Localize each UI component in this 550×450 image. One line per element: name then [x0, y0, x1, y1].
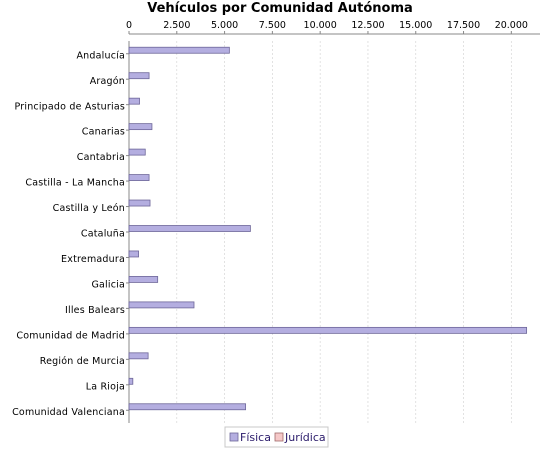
- category-label: Castilla y León: [53, 203, 125, 214]
- x-tick-label: 0: [126, 20, 132, 31]
- category-label: Principado de Asturias: [14, 101, 125, 112]
- x-tick-label: 7.500: [259, 20, 286, 31]
- bar-fisica: [128, 72, 150, 80]
- bar-fisica: [128, 352, 149, 360]
- x-tick-label: 10.000: [304, 20, 337, 31]
- x-tick-label: 5.000: [211, 20, 238, 31]
- legend-item-fisica-label: Física: [240, 431, 271, 444]
- x-tick-label: 2.500: [163, 20, 190, 31]
- category-label: Aragón: [90, 76, 125, 87]
- legend: Física Jurídica: [224, 426, 329, 448]
- bar-fisica: [128, 403, 247, 411]
- category-label: Canarias: [82, 127, 125, 138]
- bar-fisica: [128, 148, 146, 156]
- bar-fisica: [128, 377, 134, 385]
- bar-fisica: [128, 250, 139, 258]
- category-label: Andalucía: [76, 50, 125, 61]
- x-axis-ticks: 0 2.500 5.000 7.500 10.000 12.500 15.000 17.500…: [126, 20, 528, 34]
- category-label: Región de Murcia: [40, 356, 125, 367]
- bars: [128, 46, 528, 411]
- bar-fisica: [128, 123, 153, 131]
- x-tick-label: 15.000: [399, 20, 432, 31]
- category-label: Comunidad Valenciana: [12, 407, 125, 418]
- bar-fisica: [128, 225, 251, 232]
- category-label: Extremadura: [61, 254, 125, 265]
- category-labels: Andalucía Aragón Principado de Asturias Can…: [12, 50, 129, 418]
- bar-fisica: [128, 326, 528, 334]
- legend-item-juridica-label: Jurídica: [284, 431, 326, 444]
- x-tick-label: 17.500: [447, 20, 480, 31]
- bar-fisica: [128, 301, 195, 309]
- category-label: Galicia: [91, 280, 125, 291]
- category-label: Cantabria: [77, 152, 125, 163]
- category-label: Cataluña: [81, 229, 125, 240]
- legend-item-juridica-swatch: [274, 432, 284, 442]
- x-tick-label: 20.000: [495, 20, 528, 31]
- category-label: Comunidad de Madrid: [16, 330, 125, 341]
- bar-fisica: [128, 97, 140, 105]
- category-label: Illes Balears: [65, 305, 125, 316]
- bar-fisica: [128, 46, 230, 54]
- category-label: Castilla - La Mancha: [25, 178, 125, 189]
- x-tick-label: 12.500: [351, 20, 384, 31]
- bar-fisica: [128, 199, 151, 207]
- legend-item-fisica-swatch: [229, 432, 239, 442]
- bar-fisica: [128, 276, 159, 283]
- grid-lines: [176, 41, 512, 423]
- chart-title: Vehículos por Comunidad Autónoma: [147, 1, 413, 16]
- category-label: La Rioja: [86, 381, 125, 392]
- bar-fisica: [128, 174, 150, 181]
